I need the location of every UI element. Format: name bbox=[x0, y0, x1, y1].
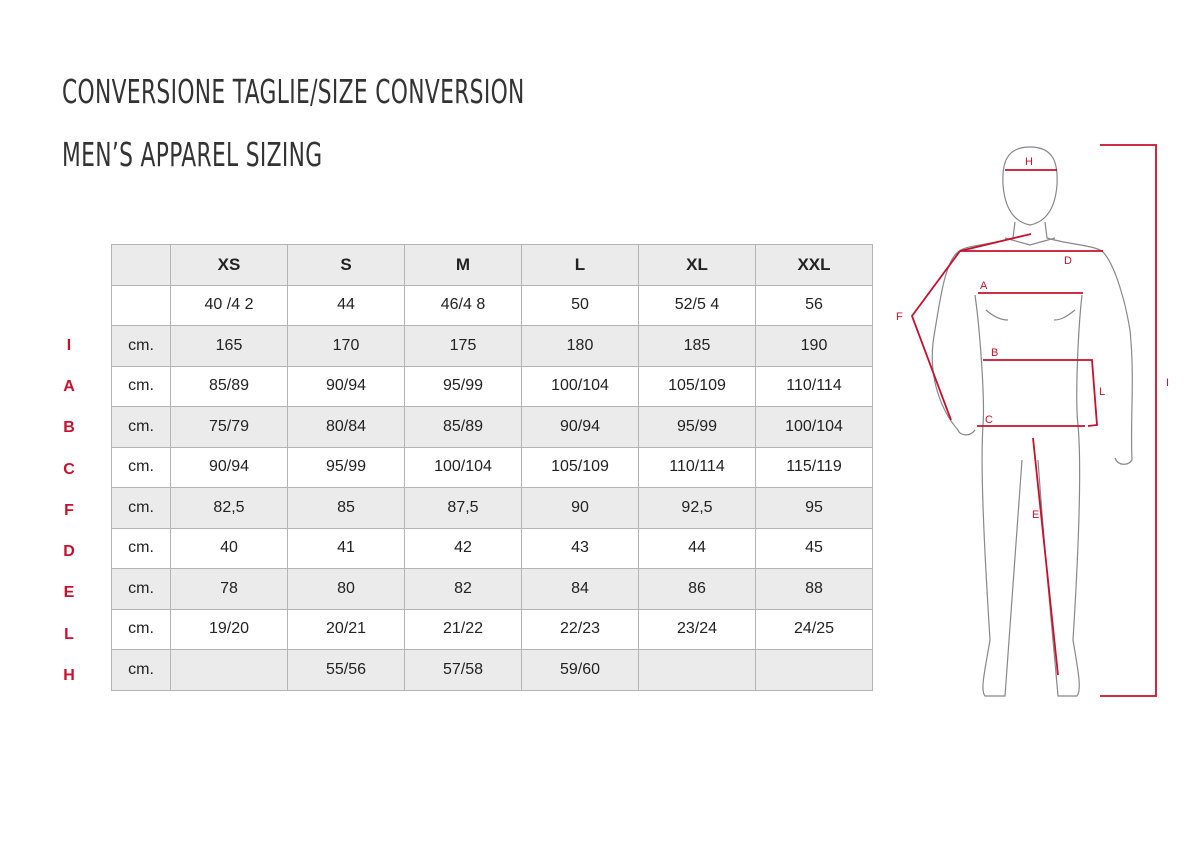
table-cell: 44 bbox=[287, 284, 405, 326]
measure-i-line bbox=[1100, 144, 1157, 697]
table-cell: 100/104 bbox=[521, 365, 639, 407]
table-cell: 85 bbox=[287, 487, 405, 529]
table-cell: 90/94 bbox=[287, 365, 405, 407]
table-cell: 80 bbox=[287, 568, 405, 610]
table-cell: 40 /4 2 bbox=[170, 284, 288, 326]
table-row: cm. 85/89 90/94 95/99 100/104 105/109 110/114 bbox=[111, 365, 873, 407]
table-cell: 100/104 bbox=[404, 446, 522, 488]
unit-cell: cm. bbox=[111, 365, 171, 407]
figure-label-c: C bbox=[985, 414, 993, 426]
table-row: cm. 55/56 57/58 59/60 bbox=[111, 649, 873, 691]
header-empty-cell bbox=[111, 244, 171, 286]
table-cell: 56 bbox=[755, 284, 873, 326]
measurement-lines bbox=[910, 144, 1157, 697]
table-cell bbox=[170, 649, 288, 691]
table-cell: 45 bbox=[755, 527, 873, 569]
table-cell: 52/5 4 bbox=[638, 284, 756, 326]
figure-label-l: L bbox=[1099, 386, 1105, 398]
table-cell: 180 bbox=[521, 325, 639, 367]
figure-label-i: I bbox=[1166, 377, 1169, 389]
table-cell: 42 bbox=[404, 527, 522, 569]
table-cell: 170 bbox=[287, 325, 405, 367]
row-measure-label: D bbox=[63, 543, 75, 561]
row-measure-label: C bbox=[63, 460, 75, 478]
body-outline bbox=[931, 146, 1133, 697]
table-cell bbox=[638, 649, 756, 691]
table-cell: 21/22 bbox=[404, 608, 522, 650]
table-cell: 44 bbox=[638, 527, 756, 569]
table-cell: 57/58 bbox=[404, 649, 522, 691]
table-cell: 40 bbox=[170, 527, 288, 569]
table-cell: 95 bbox=[755, 487, 873, 529]
row-measure-label: H bbox=[63, 667, 75, 684]
figure-label-a: A bbox=[980, 280, 988, 292]
unit-cell: cm. bbox=[111, 568, 171, 610]
page-subtitle: MEN’S APPAREL SIZING bbox=[62, 135, 323, 174]
table-cell: 185 bbox=[638, 325, 756, 367]
figure-label-f: F bbox=[896, 311, 903, 323]
table-cell: 24/25 bbox=[755, 608, 873, 650]
row-measure-label: E bbox=[63, 584, 75, 602]
table-cell: 84 bbox=[521, 568, 639, 610]
row-measure-label: I bbox=[66, 336, 72, 354]
table-row: cm. 78 80 82 84 86 88 bbox=[111, 568, 873, 610]
table-cell: 110/114 bbox=[638, 446, 756, 488]
table-row: cm. 75/79 80/84 85/89 90/94 95/99 100/104 bbox=[111, 406, 873, 448]
unit-cell: cm. bbox=[111, 325, 171, 367]
table-cell: 86 bbox=[638, 568, 756, 610]
table-cell: 59/60 bbox=[521, 649, 639, 691]
table-row: cm. 82,5 85 87,5 90 92,5 95 bbox=[111, 487, 873, 529]
table-cell: 80/84 bbox=[287, 406, 405, 448]
table-cell: 175 bbox=[404, 325, 522, 367]
page-title: CONVERSIONE TAGLIE/SIZE CONVERSION bbox=[62, 72, 525, 111]
table-cell: 100/104 bbox=[755, 406, 873, 448]
table-cell: 82 bbox=[404, 568, 522, 610]
table-row: 40 /4 2 44 46/4 8 50 52/5 4 56 bbox=[111, 284, 873, 326]
size-header: M bbox=[404, 244, 522, 286]
table-row: cm. 165 170 175 180 185 190 bbox=[111, 325, 873, 367]
table-cell: 75/79 bbox=[170, 406, 288, 448]
unit-cell: cm. bbox=[111, 649, 171, 691]
table-cell: 46/4 8 bbox=[404, 284, 522, 326]
table-cell: 165 bbox=[170, 325, 288, 367]
table-cell: 55/56 bbox=[287, 649, 405, 691]
figure-label-e: E bbox=[1032, 509, 1039, 521]
table-cell: 88 bbox=[755, 568, 873, 610]
table-cell: 78 bbox=[170, 568, 288, 610]
table-cell: 85/89 bbox=[170, 365, 288, 407]
measure-l-line bbox=[1080, 359, 1098, 427]
size-header: L bbox=[521, 244, 639, 286]
figure-label-d: D bbox=[1064, 255, 1072, 267]
figure-label-h: H bbox=[1025, 156, 1033, 168]
row-measure-label: B bbox=[63, 419, 75, 437]
row-measure-label: A bbox=[63, 377, 75, 395]
size-header: XXL bbox=[755, 244, 873, 286]
figure-label-b: B bbox=[991, 347, 998, 359]
measure-e-line bbox=[1032, 437, 1059, 676]
row-measure-label: F bbox=[64, 501, 74, 519]
table-row: cm. 40 41 42 43 44 45 bbox=[111, 527, 873, 569]
unit-cell: cm. bbox=[111, 608, 171, 650]
measure-f-line bbox=[910, 250, 961, 421]
unit-cell: cm. bbox=[111, 527, 171, 569]
size-header: XS bbox=[170, 244, 288, 286]
unit-cell bbox=[111, 284, 171, 326]
table-cell: 82,5 bbox=[170, 487, 288, 529]
table-cell: 92,5 bbox=[638, 487, 756, 529]
row-measure-label: L bbox=[64, 625, 74, 643]
table-header-row: XS S M L XL XXL bbox=[111, 244, 873, 286]
table-cell: 95/99 bbox=[638, 406, 756, 448]
table-cell: 115/119 bbox=[755, 446, 873, 488]
table-cell: 95/99 bbox=[287, 446, 405, 488]
table-cell bbox=[755, 649, 873, 691]
measure-shoulder-line bbox=[959, 233, 1032, 252]
table-cell: 190 bbox=[755, 325, 873, 367]
